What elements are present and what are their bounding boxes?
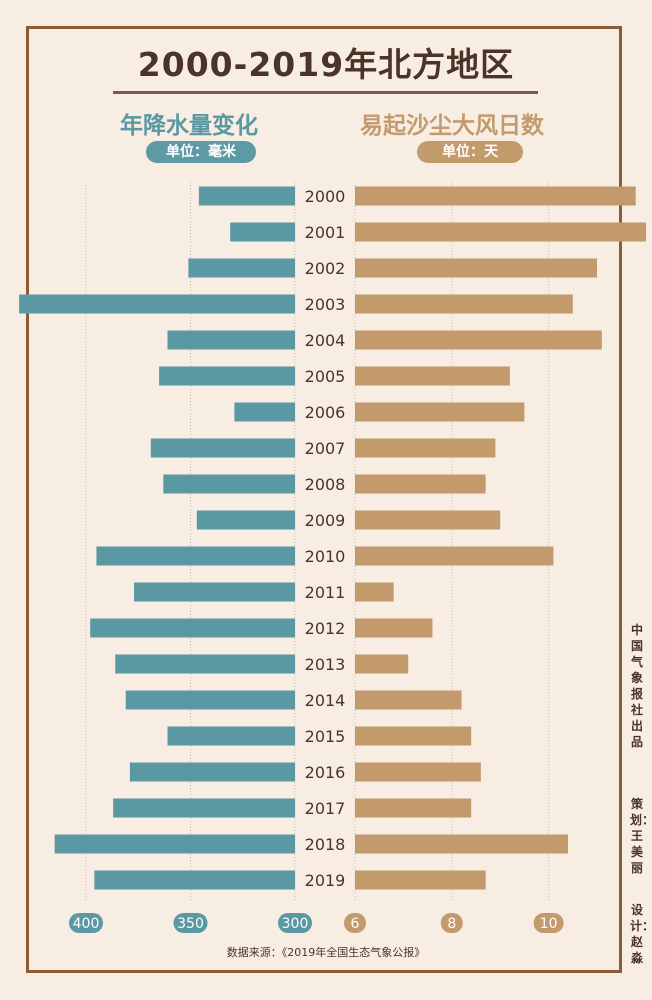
page-title: 2000-2019年北方地区	[137, 45, 515, 84]
left-tick-pill	[278, 913, 312, 933]
year-label: 2011	[305, 583, 346, 602]
title-underline	[113, 91, 538, 94]
year-label: 2017	[305, 799, 346, 818]
precip-bar	[96, 546, 295, 566]
precip-bar	[159, 366, 295, 386]
precip-bar	[115, 654, 295, 674]
right-tick-label: 8	[447, 916, 456, 932]
year-label: 2009	[305, 511, 346, 530]
sandstorm-bar	[355, 258, 597, 278]
right-tick-pill	[533, 913, 564, 933]
planner-credit: 策划：王美丽	[630, 797, 652, 875]
year-label: 2002	[305, 259, 346, 278]
precip-bar	[54, 834, 296, 854]
sandstorm-bar	[355, 690, 462, 710]
precip-bar	[234, 402, 295, 422]
year-label: 2006	[305, 403, 346, 422]
publisher-credit: 中国气象报社出品	[630, 623, 643, 749]
left-tick-pill	[69, 913, 103, 933]
right-unit-badge: 单位：天	[417, 141, 523, 163]
precip-bar	[167, 330, 295, 350]
year-label: 2008	[305, 475, 346, 494]
year-label: 2003	[305, 295, 346, 314]
right-tick-label: 10	[540, 916, 558, 932]
sandstorm-bar	[355, 474, 486, 494]
precip-bar	[150, 438, 295, 458]
sandstorm-bar	[355, 762, 481, 782]
sandstorm-bar	[355, 654, 409, 674]
poster-frame	[26, 26, 622, 973]
year-label: 2018	[305, 835, 346, 854]
right-tick-pill	[344, 913, 366, 933]
right-tick-pill	[440, 913, 463, 933]
left-tick-pill	[173, 913, 208, 933]
sandstorm-bar	[355, 438, 496, 458]
year-label: 2014	[305, 691, 346, 710]
right-tick-label: 6	[351, 916, 360, 932]
year-label: 2004	[305, 331, 346, 350]
year-label: 2001	[305, 223, 346, 242]
sandstorm-bar	[355, 834, 568, 854]
year-label: 2012	[305, 619, 346, 638]
designer-credit: 设计：赵淼	[630, 903, 652, 965]
sandstorm-bar	[355, 798, 472, 818]
year-label: 2019	[305, 871, 346, 890]
year-label: 2007	[305, 439, 346, 458]
data-source: 数据来源：《2019年全国生态气象公报》	[226, 946, 426, 959]
sandstorm-bar	[355, 402, 525, 422]
precip-bar	[113, 798, 295, 818]
precip-bar	[129, 762, 295, 782]
year-label: 2015	[305, 727, 346, 746]
precip-bar	[188, 258, 295, 278]
left-chart-title: 年降水量变化	[120, 113, 258, 139]
year-label: 2013	[305, 655, 346, 674]
left-tick-label: 300	[282, 916, 309, 932]
sandstorm-bar	[355, 222, 646, 242]
precip-bar	[134, 582, 295, 602]
sandstorm-bar	[355, 186, 636, 206]
sandstorm-bar	[355, 546, 554, 566]
sandstorm-bar	[355, 726, 472, 746]
year-label: 2005	[305, 367, 346, 386]
precip-bar	[196, 510, 295, 530]
sandstorm-bar	[355, 870, 486, 890]
precip-bar	[167, 726, 295, 746]
precip-bar	[198, 186, 295, 206]
left-tick-label: 400	[73, 916, 100, 932]
precip-bar	[94, 870, 295, 890]
year-label: 2000	[305, 187, 346, 206]
precip-bar	[125, 690, 296, 710]
left-tick-label: 350	[177, 916, 204, 932]
sandstorm-bar	[355, 366, 510, 386]
year-label: 2010	[305, 547, 346, 566]
left-unit-badge: 单位：毫米	[146, 141, 256, 163]
sandstorm-bar	[355, 618, 433, 638]
sandstorm-bar	[355, 330, 602, 350]
right-chart-title: 易起沙尘大风日数	[360, 113, 544, 139]
precip-bar	[90, 618, 296, 638]
sandstorm-bar	[355, 294, 573, 314]
precip-bar	[163, 474, 295, 494]
precip-bar	[19, 294, 296, 314]
year-label: 2016	[305, 763, 346, 782]
sandstorm-bar	[355, 510, 501, 530]
precip-bar	[230, 222, 295, 242]
sandstorm-bar	[355, 582, 394, 602]
